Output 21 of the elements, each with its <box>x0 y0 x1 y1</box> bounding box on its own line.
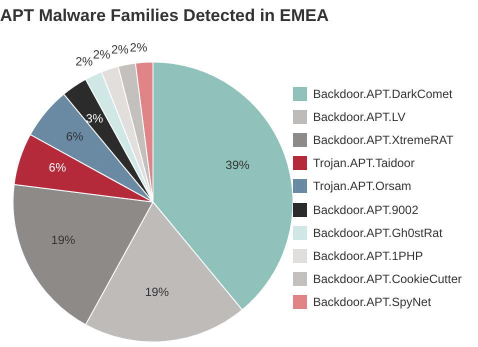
data-label: 2% <box>75 54 94 68</box>
data-label: 39% <box>226 158 250 172</box>
legend-label: Backdoor.APT.1PHP <box>313 248 424 263</box>
legend-label: Backdoor.APT.LV <box>313 110 406 124</box>
chart-title: APT Malware Families Detected in EMEA <box>0 6 329 26</box>
legend-label: Backdoor.APT.9002 <box>313 202 418 217</box>
legend-label: Trojan.APT.Orsam <box>313 179 412 194</box>
data-label: 19% <box>144 284 170 299</box>
legend-label: Backdoor.APT.XtremeRAT <box>313 132 454 147</box>
legend-label: Trojan.APT.Taidoor <box>313 156 415 170</box>
data-label: 19% <box>51 233 76 248</box>
legend-label: Backdoor.APT.SpyNet <box>313 295 432 310</box>
data-label: 2% <box>111 42 129 57</box>
legend-label: Backdoor.APT.DarkComet <box>313 86 452 101</box>
legend-label: Backdoor.APT.Gh0stRat <box>313 226 442 240</box>
data-label: 3% <box>86 111 104 126</box>
legend-label: Backdoor.APT.CookieCutter <box>313 272 462 286</box>
data-label: 2% <box>92 47 111 62</box>
data-label: 6% <box>66 129 84 144</box>
data-label: 6% <box>48 160 66 175</box>
data-label: 2% <box>130 40 148 54</box>
